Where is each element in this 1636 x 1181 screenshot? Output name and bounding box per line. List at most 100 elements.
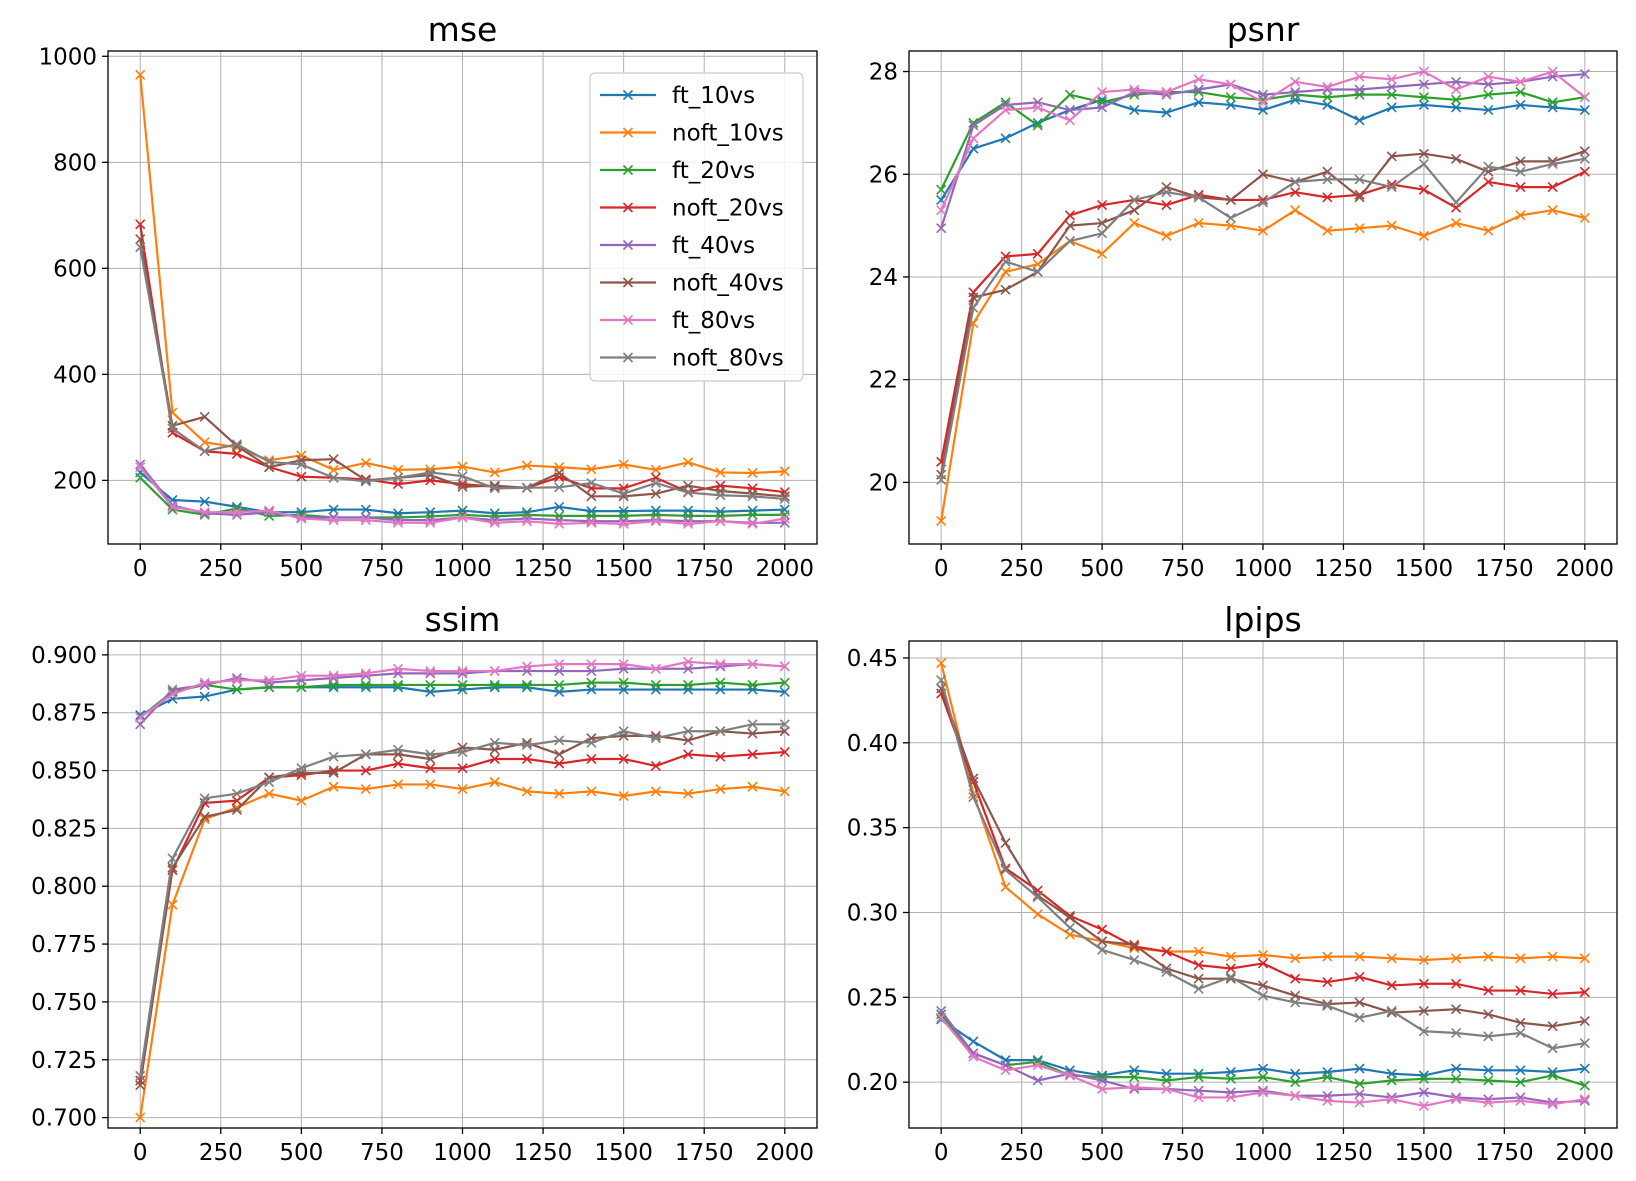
data-point — [1257, 104, 1269, 116]
data-point — [1386, 1075, 1397, 1086]
data-point — [1290, 76, 1301, 87]
data-point — [683, 749, 694, 760]
y-tick-label: 600 — [53, 256, 97, 282]
x-tick-label: 1750 — [1475, 556, 1534, 582]
x-tick-label: 2000 — [755, 1140, 814, 1166]
data-point — [199, 411, 210, 422]
data-point — [715, 751, 726, 762]
data-point — [683, 518, 694, 529]
data-point — [1483, 71, 1494, 82]
data-point — [1064, 89, 1075, 100]
data-point — [1032, 248, 1043, 259]
data-point — [1193, 983, 1204, 994]
series-noft_20vs — [135, 746, 790, 1086]
data-point — [199, 677, 210, 688]
x-tick-label: 1750 — [1475, 1140, 1534, 1166]
data-point — [1515, 1065, 1526, 1076]
data-point — [936, 515, 947, 526]
data-point — [1032, 102, 1043, 113]
legend-marker-noft_20vs — [622, 202, 634, 213]
x-tick-label: 500 — [1080, 1140, 1124, 1166]
data-point — [457, 763, 468, 774]
data-point — [1483, 1009, 1494, 1020]
data-point — [554, 659, 565, 670]
data-point — [1354, 1078, 1365, 1089]
data-point — [1161, 946, 1172, 957]
data-point — [521, 460, 533, 471]
data-point — [1483, 161, 1494, 172]
x-tick-label: 750 — [1161, 1140, 1205, 1166]
data-point — [1547, 1099, 1558, 1110]
data-point — [683, 684, 694, 695]
data-point — [1451, 102, 1462, 113]
data-point — [360, 679, 371, 691]
legend-marker-ft_80vs — [622, 314, 634, 326]
data-point — [650, 505, 661, 516]
data-point — [457, 784, 468, 795]
data-point — [1225, 1073, 1236, 1084]
data-point — [1386, 89, 1397, 100]
data-point — [1418, 1005, 1429, 1016]
series-ft_20vs — [936, 87, 1590, 195]
legend: ft_10vs noft_10vs ft_20vs noft_20vs ft_40vsn… — [589, 72, 804, 382]
data-point — [1129, 84, 1140, 95]
data-point — [650, 786, 661, 797]
data-point — [747, 505, 758, 516]
legend-label-ft_20vs: ft_20vs — [672, 158, 755, 184]
data-point — [1483, 104, 1494, 116]
data-point — [1161, 87, 1172, 98]
data-point — [1129, 954, 1140, 966]
data-point — [1386, 1007, 1397, 1018]
data-point — [328, 515, 339, 526]
data-point — [328, 454, 339, 465]
data-point — [1097, 228, 1108, 239]
data-point — [1386, 1094, 1397, 1105]
data-point — [1483, 176, 1494, 188]
data-point — [1418, 158, 1429, 170]
data-point — [457, 481, 468, 492]
legend-label-ft_10vs: ft_10vs — [672, 83, 755, 109]
data-point — [1097, 199, 1108, 211]
data-point — [1097, 102, 1108, 113]
data-point — [1257, 980, 1269, 991]
x-tick-label: 0 — [934, 556, 949, 582]
x-tick-label: 250 — [199, 1140, 243, 1166]
x-tick-label: 0 — [934, 1140, 949, 1166]
data-point — [1418, 230, 1429, 241]
data-point — [1483, 951, 1494, 962]
data-point — [1386, 179, 1397, 190]
data-point — [968, 117, 979, 128]
data-point — [1483, 1075, 1494, 1086]
data-point — [1032, 266, 1043, 277]
series-ft_80vs — [135, 656, 790, 723]
data-point — [779, 661, 790, 672]
x-tick-label: 1250 — [514, 556, 573, 582]
data-point — [1322, 166, 1333, 177]
data-point — [936, 474, 947, 485]
data-point — [231, 684, 242, 695]
y-tick-label: 1000 — [38, 44, 97, 70]
data-point — [457, 684, 468, 695]
data-point — [1579, 212, 1590, 223]
data-point — [1386, 182, 1397, 193]
data-point — [231, 804, 242, 815]
data-point — [779, 719, 790, 730]
data-point — [135, 712, 146, 723]
data-point — [521, 482, 533, 493]
data-point — [1418, 1087, 1429, 1098]
data-point — [231, 507, 242, 518]
series-noft_40vs — [936, 683, 1590, 1032]
data-point — [1451, 153, 1462, 164]
data-point — [1000, 256, 1011, 267]
data-point — [554, 518, 565, 529]
data-point — [1354, 71, 1365, 82]
data-point — [1290, 953, 1301, 964]
data-point — [1386, 980, 1397, 991]
data-point — [650, 488, 661, 499]
data-point — [1032, 1060, 1043, 1071]
legend-marker-ft_20vs — [622, 164, 634, 176]
data-point — [1515, 182, 1526, 193]
x-tick-label: 2000 — [1556, 556, 1615, 582]
x-tick-label: 250 — [1000, 556, 1044, 582]
data-point — [715, 659, 726, 670]
